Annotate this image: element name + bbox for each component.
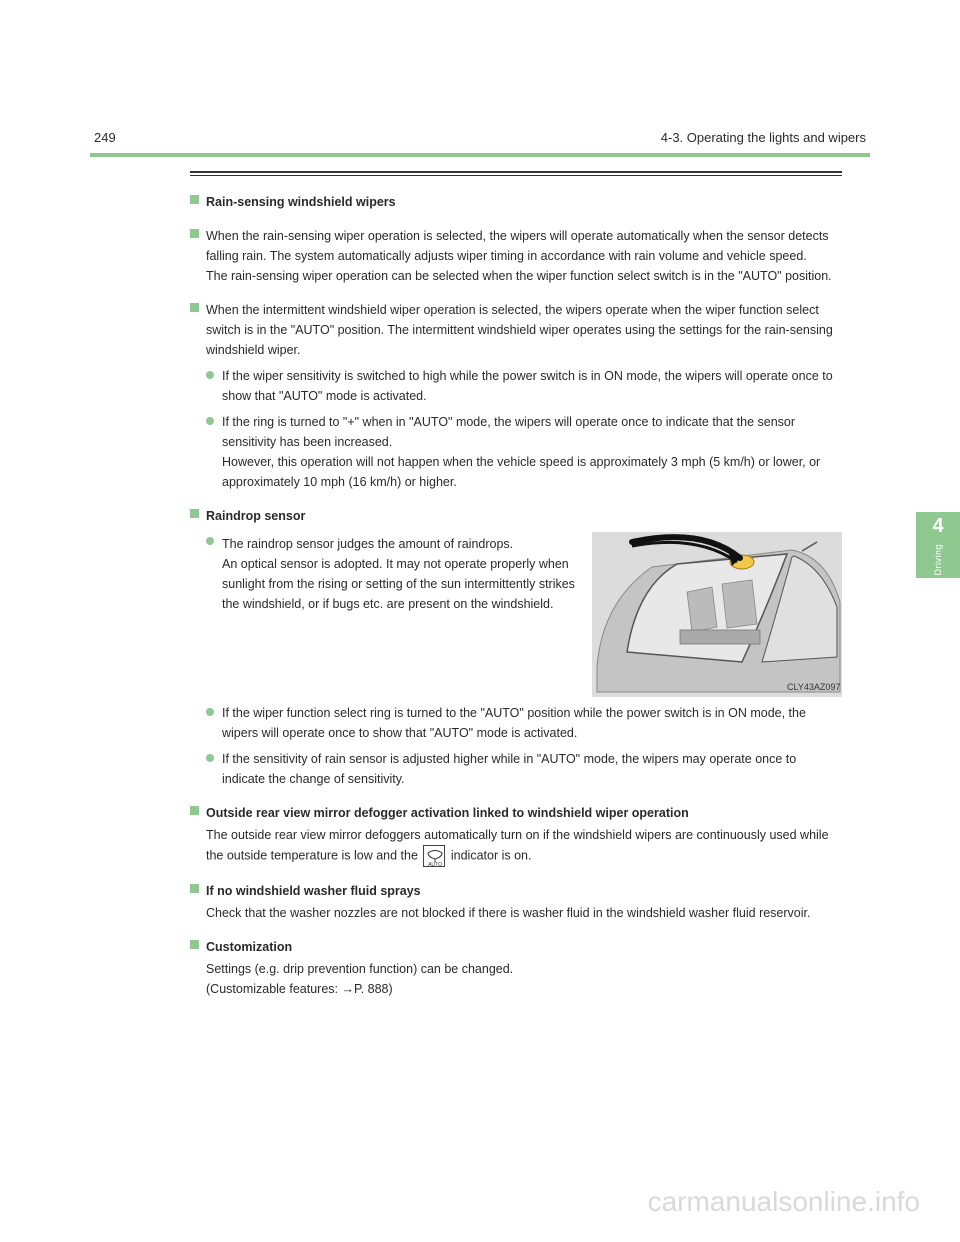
watermark: carmanualsonline.info [648,1186,920,1218]
bullet-dot-icon [206,371,214,379]
bullet-square-icon [190,806,199,815]
section-raindrop-sensor: Raindrop sensor The raindrop sensor judg… [190,506,842,789]
bullet-dot-icon [206,537,214,545]
list-item: If the wiper function select ring is tur… [206,703,842,743]
list-text: If the wiper sensitivity is switched to … [222,369,833,403]
section-label: 4-3. Operating the lights and wipers [661,130,866,145]
section-body: Check that the washer nozzles are not bl… [206,903,842,923]
svg-text:AUTO: AUTO [429,862,443,868]
section-rain-sensing: Rain-sensing windshield wipers [190,192,842,212]
image-code: CLY43AZ097 [787,682,840,692]
page-header: 249 4-3. Operating the lights and wipers [90,130,870,145]
sensor-text: The raindrop sensor judges the amount of… [222,532,578,614]
header-rule [90,153,870,157]
chapter-label: Driving [933,544,943,576]
subsection-intermittent: When the intermittent windshield wiper o… [190,300,842,492]
section-body: When the rain-sensing wiper operation is… [206,226,842,286]
section-title: Raindrop sensor [206,506,842,526]
chapter-number: 4 [932,515,943,538]
bullet-dot-icon [206,708,214,716]
section-body: Settings (e.g. drip prevention function)… [206,959,842,999]
auto-indicator-icon: AUTO [423,845,445,867]
list-text: If the wiper function select ring is tur… [222,706,806,740]
bullet-square-icon [190,195,199,204]
chapter-tab: 4 Driving [916,512,960,578]
bullet-square-icon [190,940,199,949]
list-text: If the ring is turned to "+" when in "AU… [222,415,820,489]
list-item: If the ring is turned to "+" when in "AU… [206,412,842,492]
section-title: If no windshield washer fluid sprays [206,881,842,901]
list-item: If the sensitivity of rain sensor is adj… [206,749,842,789]
bullet-dot-icon [206,417,214,425]
list-text: If the sensitivity of rain sensor is adj… [222,752,796,786]
section-title: Rain-sensing windshield wipers [206,192,842,212]
subsection-auto-detect: When the rain-sensing wiper operation is… [190,226,842,286]
section-body: The outside rear view mirror defoggers a… [206,825,842,867]
bullet-dot-icon [206,754,214,762]
section-title: Customization [206,937,842,957]
double-rule [190,171,842,176]
list-item: If the wiper sensitivity is switched to … [206,366,842,406]
section-title: Outside rear view mirror defogger activa… [206,803,842,823]
sensor-row: The raindrop sensor judges the amount of… [206,532,842,697]
section-customization: Customization Settings (e.g. drip preven… [190,937,842,999]
bullet-square-icon [190,509,199,518]
bullet-square-icon [190,303,199,312]
bullet-square-icon [190,884,199,893]
raindrop-sensor-illustration: CLY43AZ097 [592,532,842,697]
section-defogger: Outside rear view mirror defogger activa… [190,803,842,867]
page-number: 249 [94,130,116,145]
section-body: When the intermittent windshield wiper o… [206,300,842,360]
bullet-square-icon [190,229,199,238]
section-no-fluid: If no windshield washer fluid sprays Che… [190,881,842,923]
content-area: Rain-sensing windshield wipers When the … [190,192,842,999]
